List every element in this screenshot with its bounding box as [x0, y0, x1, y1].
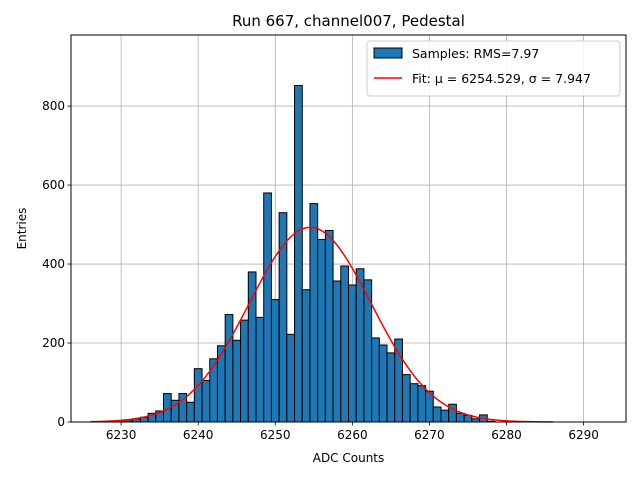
histogram-bar [310, 204, 318, 422]
histogram-bar [187, 402, 195, 422]
legend-label-samples: Samples: RMS=7.97 [412, 46, 539, 61]
histogram-bar [356, 269, 364, 422]
histogram-bar [441, 410, 449, 422]
histogram-bar [287, 334, 295, 422]
legend-swatch-samples [374, 48, 402, 58]
histogram-bar [410, 384, 418, 422]
x-tick-label: 6290 [568, 428, 599, 442]
histogram-bar [295, 86, 303, 422]
histogram-bar [194, 369, 202, 422]
histogram-bar [233, 340, 241, 422]
histogram-bar [387, 353, 395, 422]
histogram-bar [372, 338, 380, 422]
histogram-bar [325, 230, 333, 422]
histogram-bar [341, 266, 349, 422]
histogram-bar [318, 240, 326, 422]
y-tick-label: 200 [42, 336, 65, 350]
y-tick-label: 800 [42, 99, 65, 113]
legend-label-fit: Fit: μ = 6254.529, σ = 7.947 [412, 71, 591, 86]
chart-title: Run 667, channel007, Pedestal [232, 12, 465, 30]
histogram-bar [402, 375, 410, 422]
histogram-bar [248, 272, 256, 422]
histogram-bar [279, 213, 287, 422]
histogram-bar [210, 359, 218, 422]
histogram-bar [379, 345, 387, 422]
y-tick-label: 600 [42, 178, 65, 192]
histogram-bar [333, 281, 341, 422]
legend: Samples: RMS=7.97 Fit: μ = 6254.529, σ =… [367, 41, 620, 96]
histogram-bar [418, 386, 426, 422]
x-tick-label: 6270 [414, 428, 445, 442]
x-axis-label: ADC Counts [313, 451, 385, 465]
x-tick-label: 6260 [337, 428, 368, 442]
histogram-bar [264, 193, 272, 422]
x-tick-label: 6280 [491, 428, 522, 442]
histogram-bar [433, 407, 441, 422]
histogram-bar [202, 381, 210, 422]
histogram-bar [302, 290, 310, 422]
histogram-bar [349, 285, 357, 422]
histogram-bar [456, 413, 464, 422]
x-tick-label: 6230 [106, 428, 137, 442]
histogram-bar [241, 320, 249, 422]
histogram-bar [271, 300, 279, 422]
histogram-bar [225, 315, 233, 422]
y-tick-label: 400 [42, 257, 65, 271]
y-tick-label: 0 [57, 415, 65, 429]
x-tick-label: 6250 [260, 428, 291, 442]
y-axis-label: Entries [15, 208, 29, 250]
histogram-bar [256, 317, 264, 422]
histogram-bar [395, 339, 403, 422]
x-tick-label: 6240 [183, 428, 214, 442]
